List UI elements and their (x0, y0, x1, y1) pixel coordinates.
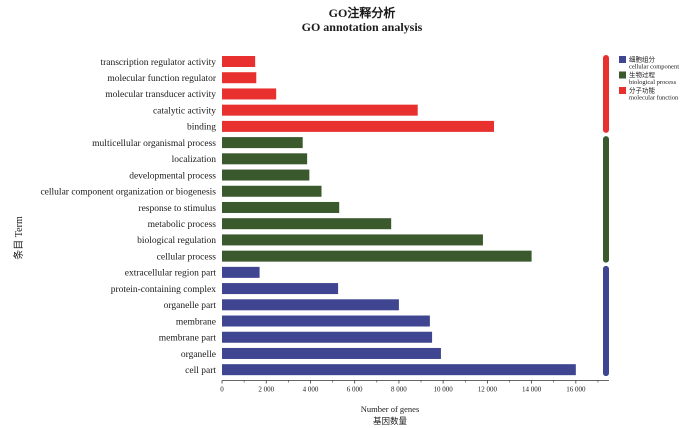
bar-catalytic-activity (222, 104, 418, 116)
bar-localization (222, 153, 308, 165)
bar-membrane-part (222, 331, 433, 343)
group-brackets (603, 55, 609, 377)
legend-label-cn: 细胞组分 (629, 55, 656, 64)
bar-extracellular-region-part (222, 266, 260, 278)
legend-label-en: molecular function (629, 95, 679, 102)
bar-cell-part (222, 364, 576, 376)
bar-cellular-component-organization-or-biogenesis (222, 185, 322, 197)
bracket-cellular-component (603, 265, 609, 377)
x-axis-label: Number of genes (361, 404, 420, 414)
x-tick-label: 16 000 (566, 386, 586, 394)
bar-metabolic-process (222, 218, 392, 230)
bar-protein-containing-complex (222, 283, 339, 295)
x-tick-label: 2 000 (258, 386, 274, 394)
x-tick-label: 6 000 (347, 386, 363, 394)
category-label-membrane-part: membrane part (159, 334, 217, 344)
bar-molecular-transducer-activity (222, 88, 277, 100)
bar-series (222, 56, 576, 376)
legend-swatch-biological-process (619, 71, 626, 79)
category-label-localization: localization (172, 155, 217, 165)
x-tick-label: 0 (220, 386, 224, 394)
category-label-catalytic-activity: catalytic activity (153, 106, 216, 116)
bar-multicellular-organismal-process (222, 137, 303, 149)
bar-transcription-regulator-activity (222, 56, 256, 67)
bar-molecular-function-regulator (222, 72, 257, 84)
bar-biological-regulation (222, 234, 483, 246)
bar-organelle (222, 347, 441, 359)
x-tick-label: 4 000 (303, 386, 319, 394)
category-label-binding: binding (187, 123, 216, 133)
x-axis-label-cn: 基因数量 (373, 416, 408, 426)
legend-label-en: biological process (629, 79, 677, 86)
y-axis-label: 条目 Term (12, 216, 25, 260)
legend-label-cn: 分子功能 (629, 86, 656, 95)
x-axis-ticks: 0 2 000 4 000 6 000 8 000 10 000 12 000 14 000 1… (220, 380, 599, 394)
bracket-molecular-function (603, 55, 609, 133)
chart-subtitle: GO annotation analysis (302, 20, 423, 34)
bar-response-to-stimulus (222, 201, 340, 213)
bar-binding (222, 120, 495, 132)
x-tick-label: 14 000 (522, 386, 542, 394)
category-label-biological-regulation: biological regulation (137, 236, 216, 246)
legend-label-en: cellular component (629, 64, 679, 71)
x-tick-label: 8 000 (391, 386, 407, 394)
category-label-metabolic-process: metabolic process (148, 220, 217, 230)
bar-cellular-process (222, 250, 532, 262)
category-label-cellular-process: cellular process (157, 252, 217, 262)
legend-label-cn: 生物过程 (629, 70, 656, 79)
category-label-molecular-function-regulator: molecular function regulator (107, 73, 217, 84)
legend-swatch-cellular-component (619, 56, 626, 63)
category-labels: transcription regulator activity molecula… (40, 58, 216, 376)
category-label-molecular-transducer-activity: molecular transducer activity (105, 90, 216, 100)
category-label-response-to-stimulus: response to stimulus (138, 204, 216, 214)
bar-developmental-process (222, 169, 310, 181)
bar-organelle-part (222, 299, 399, 311)
category-label-cellular-component-organization-or-biogenesis: cellular component organization or bioge… (40, 188, 216, 198)
category-label-transcription-regulator-activity: transcription regulator activity (100, 58, 216, 68)
legend-swatch-molecular-function (619, 87, 626, 94)
bar-membrane (222, 315, 430, 327)
category-label-organelle: organelle (181, 350, 216, 360)
chart-title: GO注释分析 (329, 5, 396, 20)
category-label-cell-part: cell part (185, 366, 216, 376)
category-label-protein-containing-complex: protein-containing complex (111, 285, 217, 295)
x-tick-label: 10 000 (434, 386, 454, 394)
category-label-organelle-part: organelle part (164, 301, 217, 311)
category-label-multicellular-organismal-process: multicellular organismal process (92, 139, 216, 149)
x-tick-label: 12 000 (478, 386, 498, 394)
category-label-extracellular-region-part: extracellular region part (125, 269, 217, 279)
bracket-biological-process (603, 136, 609, 263)
category-label-developmental-process: developmental process (129, 171, 216, 181)
category-label-membrane: membrane (176, 317, 216, 327)
